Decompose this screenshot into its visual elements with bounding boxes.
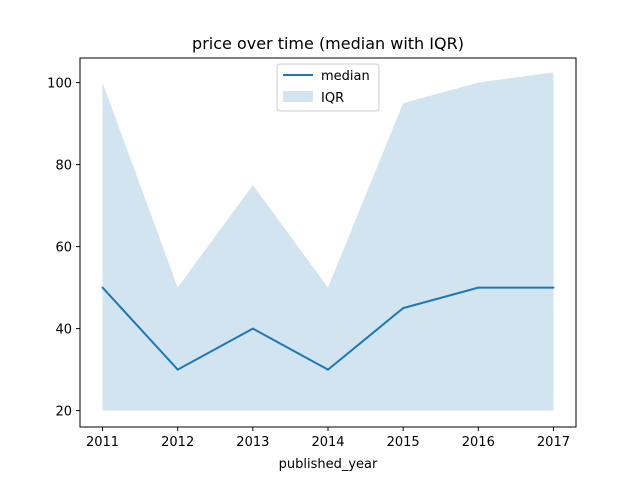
x-axis: 2011 2012 2013 2014 2015 2016 2017: [86, 427, 570, 450]
iqr-band: [102, 72, 554, 411]
legend-iqr-swatch: [283, 91, 313, 102]
y-tick-label: 80: [55, 159, 72, 174]
chart-title: price over time (median with IQR): [192, 34, 464, 53]
x-tick-label: 2011: [86, 435, 119, 450]
median-point: [552, 286, 555, 289]
x-tick-label: 2015: [387, 435, 420, 450]
plot-area: [101, 72, 555, 411]
median-point: [176, 368, 179, 371]
y-tick-label: 40: [55, 323, 72, 338]
x-tick-label: 2013: [236, 435, 269, 450]
median-point: [402, 307, 405, 310]
x-tick-label: 2017: [537, 435, 570, 450]
median-point: [327, 368, 329, 371]
median-point: [477, 286, 480, 289]
x-axis-label: published_year: [279, 457, 378, 472]
x-tick-label: 2016: [462, 435, 495, 450]
median-point: [101, 286, 104, 289]
legend-iqr-label: IQR: [321, 91, 344, 106]
y-axis: 20 40 60 80 100: [47, 77, 80, 420]
y-tick-label: 20: [55, 405, 72, 420]
x-tick-label: 2014: [311, 435, 344, 450]
median-point: [251, 327, 254, 330]
legend-median-label: median: [321, 69, 370, 84]
y-tick-label: 100: [47, 77, 72, 92]
x-tick-label: 2012: [161, 435, 194, 450]
y-tick-label: 60: [55, 241, 72, 256]
legend: median IQR: [276, 63, 380, 112]
